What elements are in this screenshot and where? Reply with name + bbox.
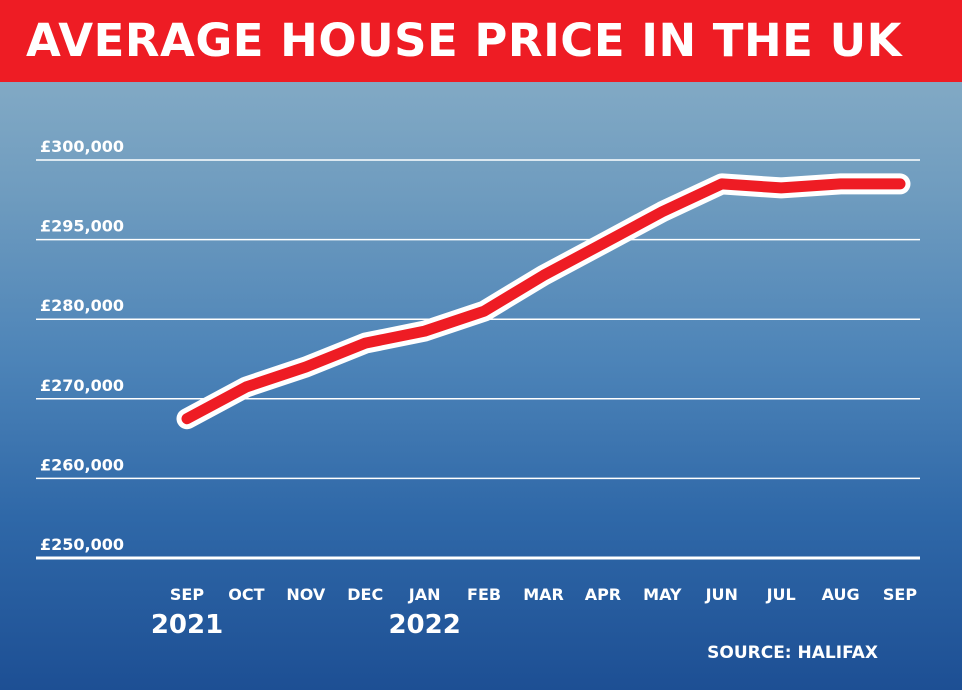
x-tick-label: AUG bbox=[822, 585, 860, 604]
chart-title: AVERAGE HOUSE PRICE IN THE UK bbox=[26, 14, 902, 67]
y-axis-ticks: £250,000 £260,000 £270,000 £280,000 £295,000… bbox=[40, 137, 124, 554]
year-label: 2021 bbox=[151, 610, 223, 640]
x-tick-label: MAR bbox=[523, 585, 564, 604]
x-tick-label: JAN bbox=[408, 585, 441, 604]
y-tick-label: £270,000 bbox=[40, 376, 124, 395]
x-axis-ticks: SEP OCT NOV DEC JAN FEB MAR APR MAY JUN JUL AUG SEP 2… bbox=[151, 585, 918, 640]
x-tick-label: SEP bbox=[883, 585, 917, 604]
x-tick-label: FEB bbox=[467, 585, 501, 604]
x-tick-label: OCT bbox=[228, 585, 264, 604]
y-tick-label: £280,000 bbox=[40, 296, 124, 315]
x-tick-label: MAY bbox=[643, 585, 682, 604]
y-tick-label: £250,000 bbox=[40, 535, 124, 554]
series-line bbox=[181, 178, 906, 425]
year-label: 2022 bbox=[388, 610, 460, 640]
x-tick-label: SEP bbox=[170, 585, 204, 604]
y-tick-label: £295,000 bbox=[40, 217, 124, 236]
y-tick-label: £260,000 bbox=[40, 455, 124, 474]
title-bar: AVERAGE HOUSE PRICE IN THE UK bbox=[0, 0, 962, 82]
source-label: SOURCE: HALIFAX bbox=[707, 643, 878, 663]
x-tick-label: JUL bbox=[766, 585, 796, 604]
x-tick-label: JUN bbox=[705, 585, 738, 604]
x-tick-label: NOV bbox=[286, 585, 326, 604]
y-tick-label: £300,000 bbox=[40, 137, 124, 156]
series-line-layer bbox=[176, 173, 911, 430]
x-tick-label: APR bbox=[585, 585, 621, 604]
x-tick-label: DEC bbox=[347, 585, 383, 604]
series-line-outline bbox=[176, 173, 911, 430]
gridlines bbox=[36, 159, 920, 560]
